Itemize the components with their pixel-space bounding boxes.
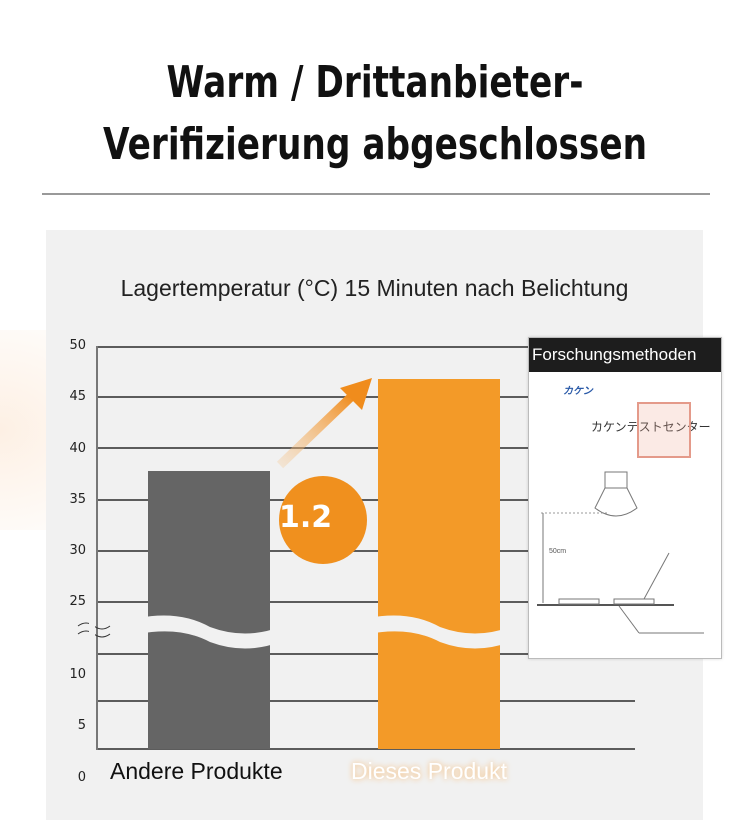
increase-badge xyxy=(279,476,367,564)
gridline xyxy=(97,700,635,702)
divider xyxy=(42,193,710,195)
y-tick-label: 0 xyxy=(77,770,86,785)
y-tick-label: 25 xyxy=(69,594,86,610)
lamp-diagram: 50cm xyxy=(537,471,704,634)
gridline xyxy=(97,346,635,348)
category-label: Dieses Produkt xyxy=(351,758,507,784)
y-axis xyxy=(96,346,98,750)
gridline xyxy=(97,653,635,655)
document-center: カケンテストセンター xyxy=(591,420,711,434)
y-tick-label: 45 xyxy=(69,389,86,405)
page-title: Warm / Drittanbieter- Verifizierung abges… xyxy=(102,57,648,170)
y-tick-label: 5 xyxy=(77,718,86,733)
y-tick-label: 40 xyxy=(69,440,86,456)
chart-title: Lagertemperatur (°C) 15 Minuten nach Bel… xyxy=(120,275,629,301)
y-tick-label: 50 xyxy=(69,338,86,353)
height-label: 50cm xyxy=(549,548,566,555)
gridline xyxy=(97,601,635,603)
y-tick-label: 30 xyxy=(69,543,86,558)
gridline xyxy=(97,499,635,501)
research-document: Forschungsmethoden カケン カケンテストセンター 50cm xyxy=(528,337,722,659)
gridline xyxy=(97,550,635,552)
category-label: Andere Produkte xyxy=(110,758,283,784)
increase-value: 1.2 xyxy=(279,500,333,535)
gridline xyxy=(97,447,635,449)
document-org: カケン xyxy=(563,386,593,397)
y-tick-label: 10 xyxy=(69,667,86,682)
y-tick-label: 35 xyxy=(69,491,86,507)
gridline xyxy=(97,748,635,750)
document-header: Forschungsmethoden xyxy=(529,338,721,372)
bar-this-product xyxy=(378,378,500,749)
seal-stamp xyxy=(637,402,691,458)
bar-other-products xyxy=(148,471,270,749)
